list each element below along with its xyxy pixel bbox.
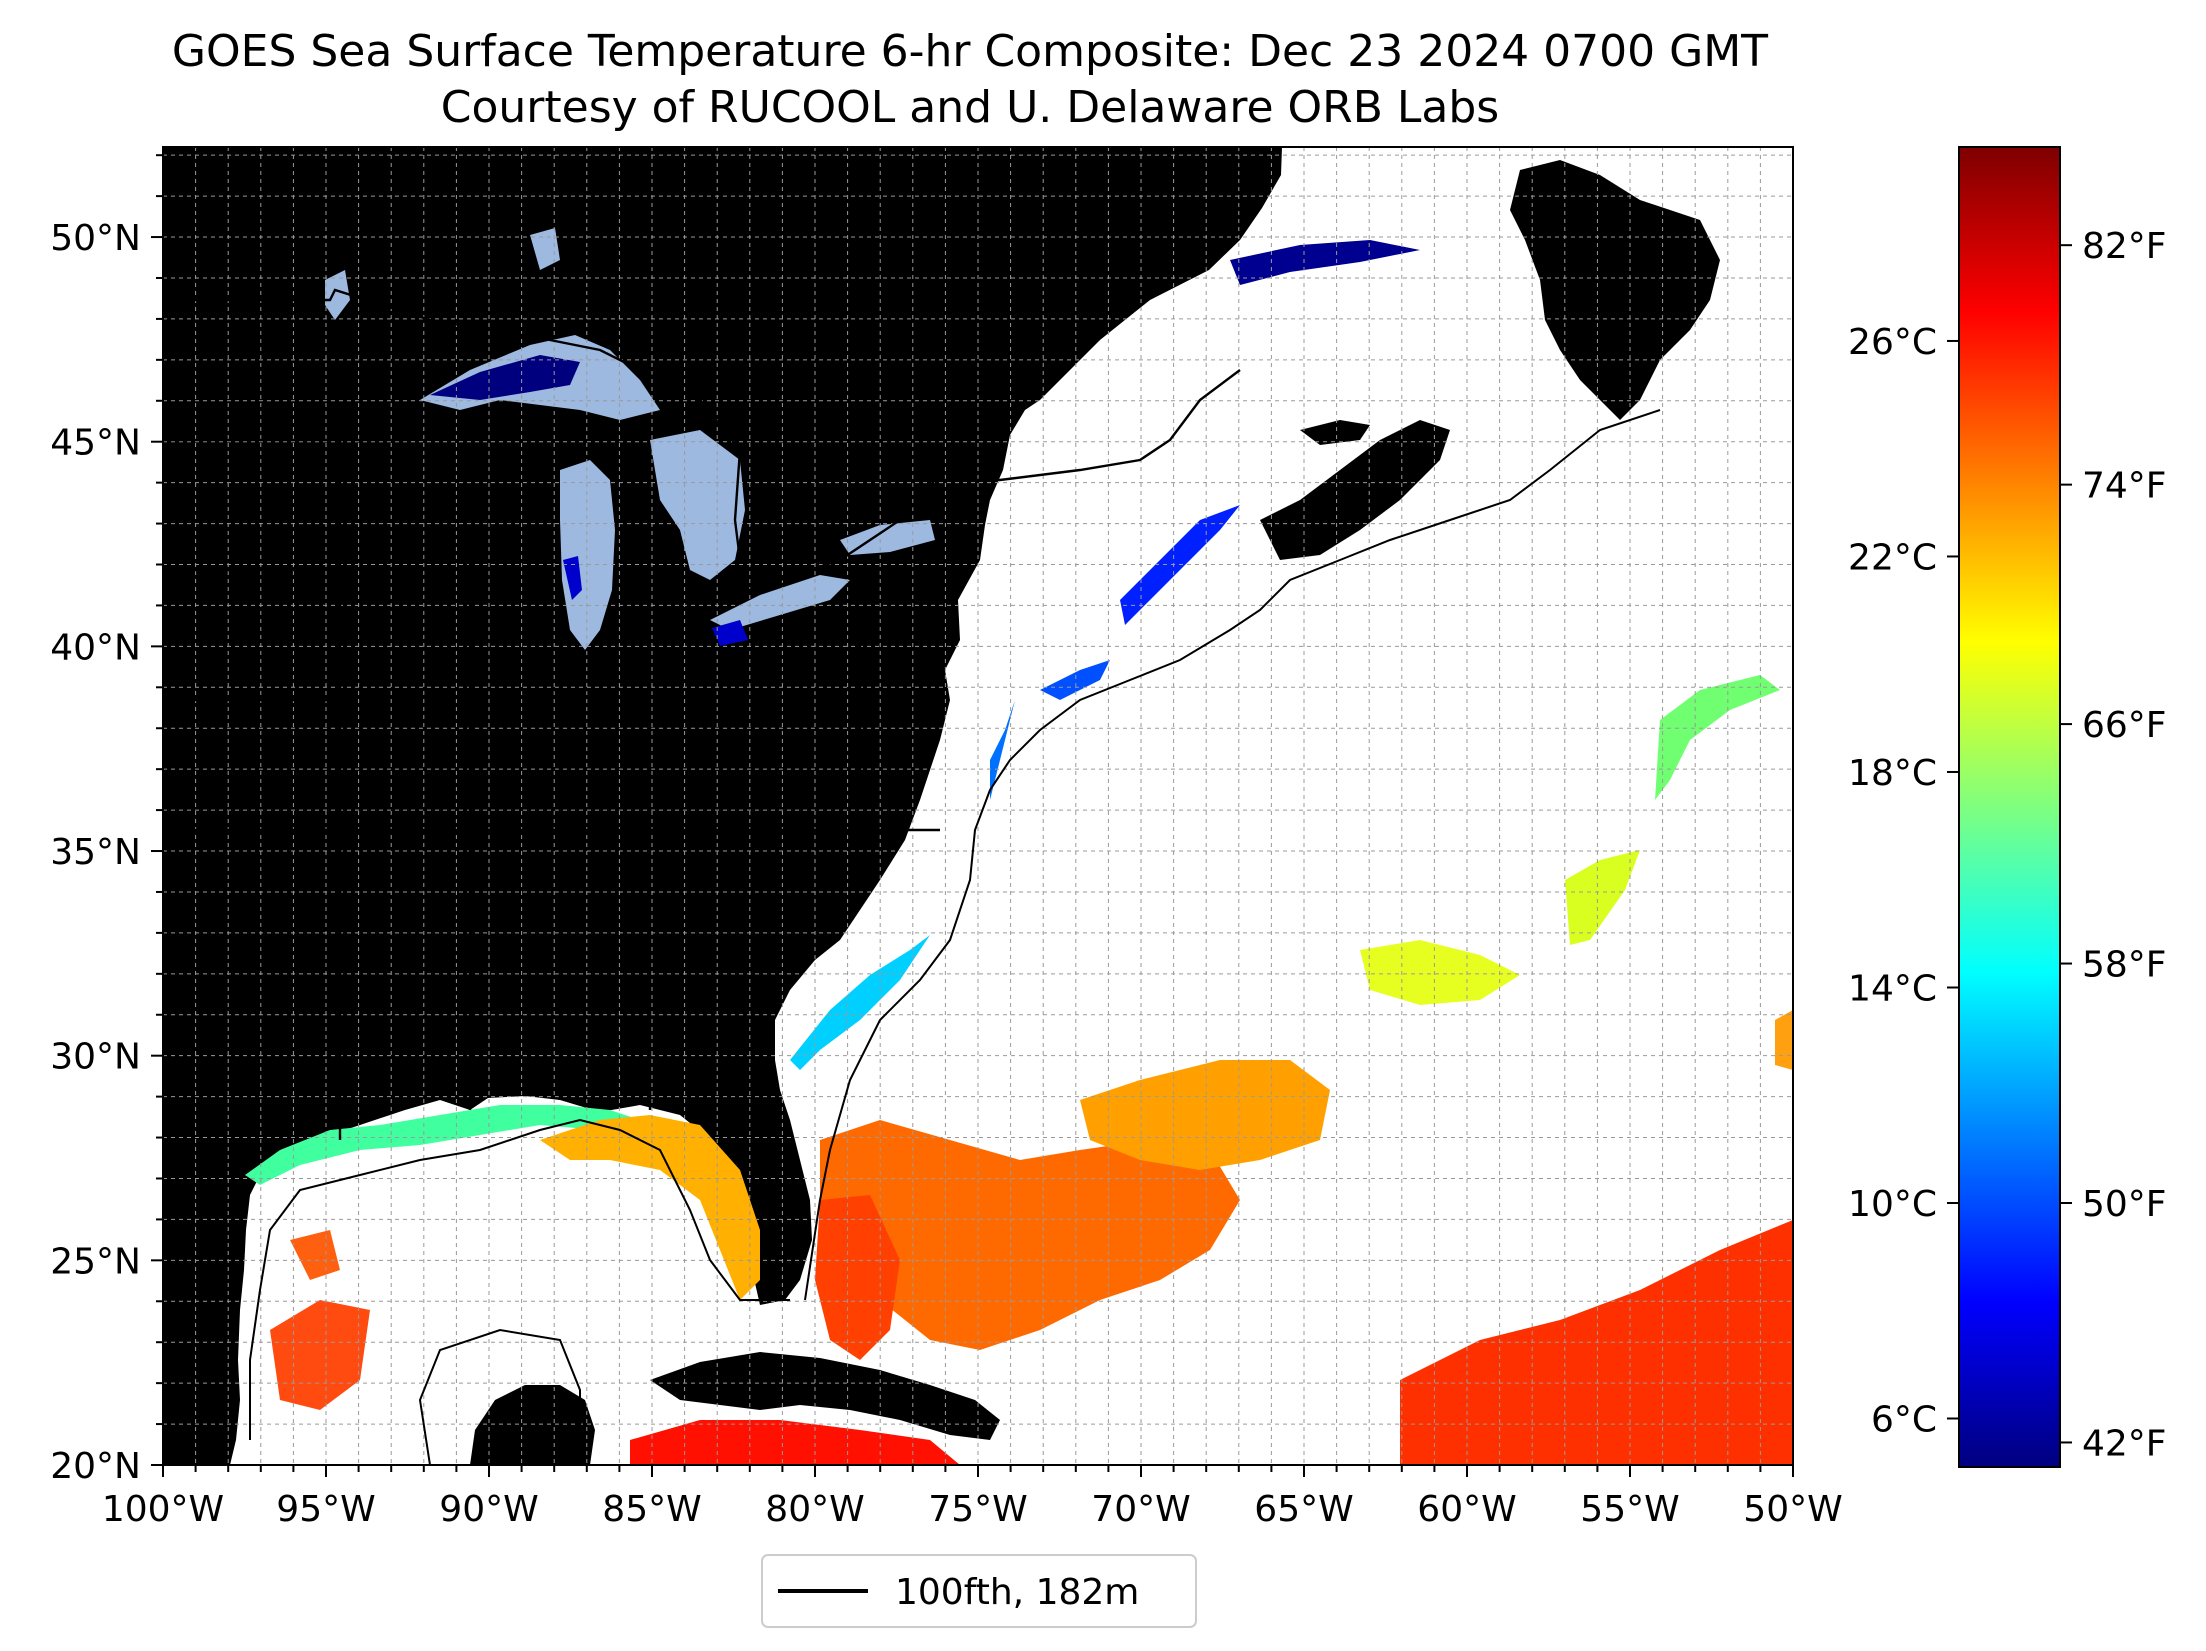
latitude-axis: 50°N 45°N 40°N 35°N 30°N 25°N 20°N (50, 154, 163, 1487)
lat-tick-label: 50°N (50, 218, 141, 259)
celsius-tick-label: 22°C (1848, 537, 1937, 578)
north-america-land (163, 147, 1282, 1465)
sst-lake-michigan-cold (563, 556, 582, 600)
sst-gulf-st-lawrence-cold (1230, 240, 1420, 285)
celsius-tick-label: 14°C (1848, 968, 1937, 1009)
fahrenheit-tick-label: 58°F (2082, 945, 2167, 986)
yucatan-land (470, 1385, 595, 1465)
depth-contour-100fth (249, 409, 1661, 1465)
celsius-tick-label: 6°C (1871, 1400, 1937, 1441)
cuba-land (650, 1352, 1000, 1440)
lon-tick-label: 55°W (1580, 1489, 1679, 1530)
title-line-2: Courtesy of RUCOOL and U. Delaware ORB L… (441, 82, 1499, 133)
lake-ontario (840, 520, 935, 555)
political-boundaries (163, 288, 1241, 1140)
sst-northeast-green (1655, 675, 1780, 800)
lake-winnipeg-area (325, 270, 350, 320)
legend: 100fth, 182m (761, 1554, 1197, 1628)
lon-tick-label: 60°W (1417, 1489, 1516, 1530)
celsius-tick-label: 26°C (1848, 322, 1937, 363)
celsius-tick-label: 10°C (1848, 1184, 1937, 1225)
lake-michigan (560, 460, 615, 650)
lon-tick-label: 85°W (602, 1489, 701, 1530)
colorbar: 6°C 10°C 14°C 18°C 22°C 26°C 42°F 50°F 58°F 66°F… (1848, 146, 2167, 1468)
fahrenheit-tick-label: 42°F (2082, 1423, 2167, 1464)
title-line-1: GOES Sea Surface Temperature 6-hr Compos… (172, 26, 1768, 77)
lat-tick-label: 20°N (50, 1446, 141, 1487)
sst-gulf-stream-warm (820, 1120, 1240, 1350)
fahrenheit-tick-label: 66°F (2082, 705, 2167, 746)
lat-tick-label: 35°N (50, 832, 141, 873)
colorbar-fahrenheit-ticks: 42°F 50°F 58°F 66°F 74°F 82°F (2060, 226, 2167, 1464)
fahrenheit-tick-label: 82°F (2082, 226, 2167, 267)
contour-gulf-inner (418, 1328, 581, 1465)
pei-land (1300, 420, 1370, 445)
lon-tick-label: 75°W (928, 1489, 1027, 1530)
nova-scotia-land (1260, 420, 1450, 560)
sst-long-island-cold (1040, 660, 1110, 700)
newfoundland-land (1510, 160, 1720, 420)
fahrenheit-tick-label: 50°F (2082, 1184, 2167, 1225)
state-lines-1 (163, 438, 940, 1140)
lon-tick-label: 90°W (439, 1489, 538, 1530)
land (163, 147, 1720, 1465)
lon-tick-label: 70°W (1091, 1489, 1190, 1530)
lat-tick-label: 25°N (50, 1241, 141, 1282)
sst-caribbean-hot (630, 1420, 960, 1465)
colorbar-gradient (1958, 146, 2061, 1468)
sst-gulf-west-patch (290, 1230, 340, 1280)
lon-tick-label: 50°W (1743, 1489, 1842, 1530)
fahrenheit-tick-label: 74°F (2082, 466, 2167, 507)
celsius-tick-label: 18°C (1848, 753, 1937, 794)
lat-tick-label: 30°N (50, 1037, 141, 1078)
legend-label: 100fth, 182m (895, 1572, 1139, 1613)
sst-bahamas-warm (815, 1195, 900, 1360)
lon-tick-label: 100°W (102, 1489, 224, 1530)
lake-huron (650, 430, 745, 580)
colorbar-celsius-ticks: 6°C 10°C 14°C 18°C 22°C 26°C (1848, 322, 1959, 1441)
sst-lake-superior-cold (430, 355, 580, 400)
sst-gulf-northern-shelf (245, 1105, 640, 1185)
lon-tick-label: 80°W (765, 1489, 864, 1530)
sst-gulf-southwest (270, 1300, 370, 1410)
sst-mid-atlantic-yellow (1360, 940, 1520, 1005)
longitude-axis: 100°W 95°W 90°W 85°W 80°W 75°W 70°W 65°W 60°W 55°… (102, 1465, 1843, 1530)
sst-lake-erie-cold (712, 620, 748, 646)
lon-tick-label: 95°W (276, 1489, 375, 1530)
map-area (163, 147, 1793, 1465)
contour-atlantic-shelf (804, 409, 1661, 1301)
sst-yellow-patch-east (1565, 850, 1640, 945)
sst-sargasso-band (1080, 1060, 1330, 1170)
sst-mid-atlantic-shelf (990, 700, 1015, 800)
legend-box (761, 1554, 1197, 1628)
lake-nipigon (530, 228, 560, 270)
graticule (163, 147, 1793, 1465)
sst-carolina-shelf (790, 935, 930, 1070)
contour-gulf (249, 1118, 790, 1440)
lat-tick-label: 45°N (50, 423, 141, 464)
sst-gulf-central-warm (540, 1115, 760, 1300)
sst-far-east-orange (1775, 1010, 1793, 1070)
lat-tick-label: 40°N (50, 627, 141, 668)
us-canada-border (163, 288, 1241, 603)
lon-tick-label: 65°W (1254, 1489, 1353, 1530)
